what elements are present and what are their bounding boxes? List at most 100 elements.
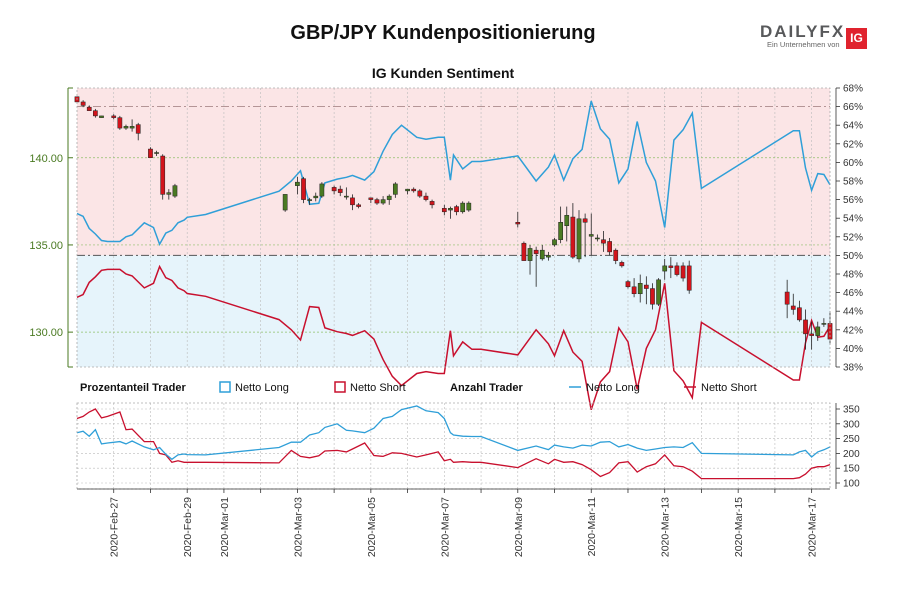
candle-body-up [405, 188, 410, 192]
candle [790, 293, 796, 315]
candle [135, 122, 141, 141]
candle [368, 197, 374, 204]
candle [423, 192, 429, 202]
candle-body-down [797, 307, 802, 321]
candle [307, 197, 312, 205]
candle-body-down [454, 206, 459, 213]
candle [111, 114, 117, 120]
candle-body-up [821, 323, 827, 325]
candle [546, 251, 551, 261]
legend-swatch-short-percent [334, 381, 346, 393]
candle-body-down [356, 204, 361, 207]
percent-tick-label: 42% [843, 325, 863, 336]
series-netto-short-percent [76, 264, 831, 411]
legend-group-percent: Prozentanteil Trader [80, 382, 186, 394]
candle-body-up [344, 195, 349, 198]
candle-body-down [417, 190, 423, 197]
chart-subtitle: IG Kunden Sentiment [371, 65, 515, 81]
candle-body-down [93, 110, 98, 117]
series-netto-long-percent [76, 100, 831, 246]
date-axis: 2020-Feb-27 2020-Feb-29 2020-Mar-01 2020-Ma… [77, 488, 830, 557]
count-tick-label: 100 [843, 479, 860, 490]
candle-body-up [172, 185, 178, 197]
candle [405, 188, 410, 195]
logo-tagline: Ein Unternehmen von [767, 40, 840, 49]
candle [564, 206, 570, 242]
candle-body-down [680, 265, 686, 279]
candle-body-up [307, 199, 312, 201]
candle [674, 262, 680, 277]
candle-body-up [539, 249, 545, 260]
candle [331, 185, 337, 195]
date-tick-label: 2020-Mar-13 [660, 497, 672, 557]
percent-tick-label: 68% [843, 84, 863, 95]
dailyfx-logo: DAILYFX Ein Unternehmen von IG [760, 22, 870, 54]
percent-tick-label: 40% [843, 344, 863, 355]
legend-swatch-long-percent [219, 381, 231, 393]
price-tick-label: 140.00 [29, 153, 63, 165]
candle-body-up [576, 218, 582, 260]
candle [515, 211, 521, 228]
percent-tick-label: 62% [843, 139, 863, 150]
date-tick-label: 2020-Mar-03 [292, 497, 304, 557]
candle [656, 278, 661, 306]
candle [821, 318, 827, 327]
candle-body-down [331, 187, 337, 192]
candle-body-up [380, 199, 386, 204]
candle [344, 187, 349, 200]
candle-body-down [441, 208, 447, 213]
candle-body-up [129, 126, 135, 129]
candle-body-down [429, 201, 435, 206]
candle-body-up [637, 283, 643, 295]
candle-body-up [656, 279, 661, 305]
count-tick-label: 350 [843, 405, 860, 416]
short-zone-area [77, 88, 830, 256]
candle [809, 321, 814, 350]
candle [295, 176, 300, 195]
candle [643, 276, 649, 305]
candle-body-up [466, 202, 472, 211]
candle-body-down [111, 115, 117, 118]
candle [662, 258, 668, 280]
candle [668, 257, 674, 279]
candle-body-up [166, 192, 172, 195]
candle [460, 201, 466, 214]
chart-legend: Prozentanteil Trader Netto Long Netto Sh… [80, 381, 757, 394]
candle [429, 199, 435, 209]
candle-body-down [650, 288, 655, 305]
candle [80, 100, 86, 108]
date-tick-label: 2020-Mar-09 [513, 497, 525, 557]
candle-body-up [460, 202, 466, 213]
candle [154, 150, 159, 157]
candle-body-down [570, 216, 576, 258]
chart-title: GBP/JPY Kundenpositionierung [290, 22, 596, 44]
candle [625, 279, 631, 289]
candle [441, 204, 447, 216]
candle-body-down [350, 197, 355, 206]
candle [172, 183, 178, 198]
candle [313, 192, 319, 202]
legend-long-count: Netto Long [586, 382, 640, 394]
candle [337, 185, 343, 197]
candle-body-down [301, 178, 306, 200]
series-netto-long-count [76, 405, 831, 461]
candle [160, 154, 166, 200]
candle [454, 204, 459, 216]
candle-body-down [625, 281, 631, 288]
date-tick-label: 2020-Mar-15 [733, 497, 745, 557]
candle-body-up [392, 183, 398, 195]
candle [576, 210, 582, 263]
candle [637, 274, 643, 303]
price-tick-label: 135.00 [29, 240, 63, 252]
candle-body-down [521, 242, 527, 261]
percent-tick-label: 38% [843, 363, 863, 374]
trader-count-panel: 100 150 200 250 300 350 [76, 402, 860, 490]
count-tick-label: 250 [843, 434, 860, 445]
candle [148, 147, 153, 158]
candle-body-down [423, 195, 429, 200]
candle [650, 283, 655, 310]
percent-tick-label: 56% [843, 195, 863, 206]
candle [99, 115, 104, 118]
candle-body-up [595, 237, 600, 240]
candle-body-down [160, 155, 166, 195]
